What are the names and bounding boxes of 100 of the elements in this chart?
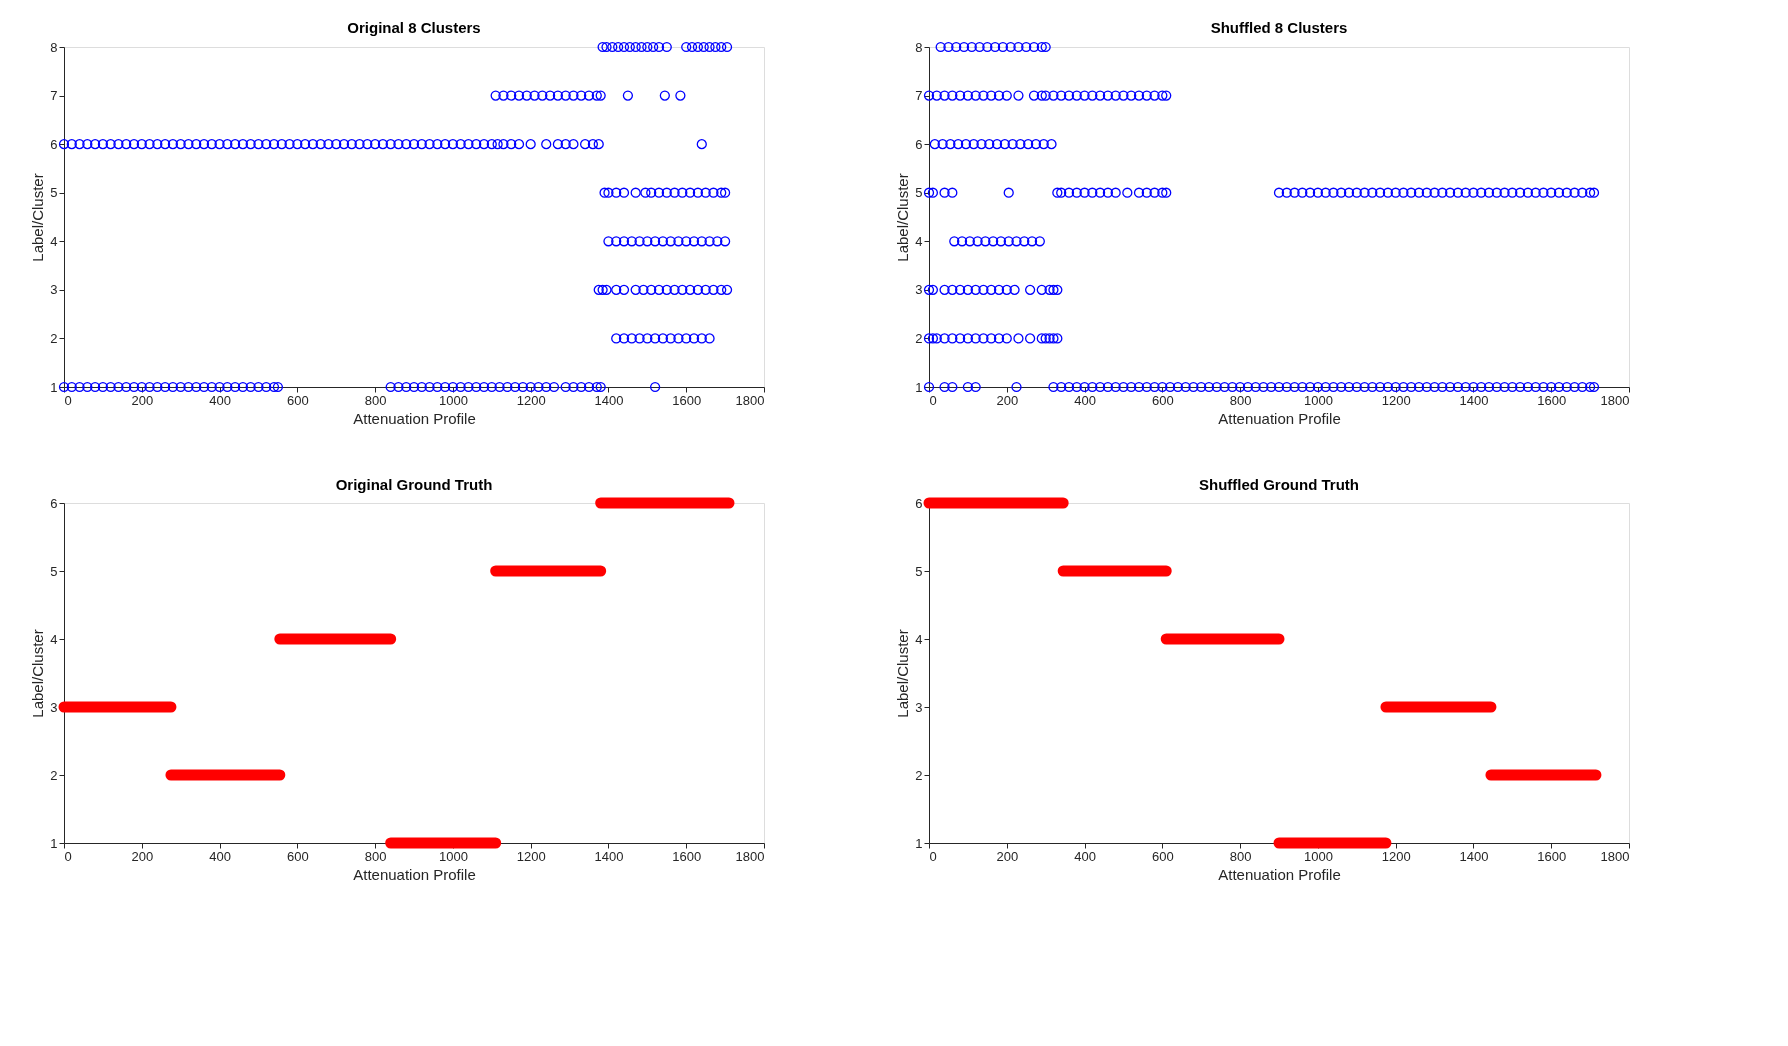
point (997, 41, 1009, 53)
point (636, 41, 647, 53)
y-tick-label: 1 (915, 379, 923, 395)
point (638, 284, 649, 295)
point (947, 333, 958, 344)
point (152, 381, 163, 393)
x-tick-label: 1400 (1459, 848, 1489, 864)
y-tick-label: 8 (915, 39, 923, 55)
point (665, 236, 676, 247)
point (630, 284, 641, 295)
point (506, 90, 517, 101)
x-tick-label: 800 (364, 848, 387, 864)
point (665, 333, 676, 344)
point (1052, 284, 1063, 295)
point (1001, 333, 1012, 344)
point (253, 381, 264, 393)
point (1071, 90, 1082, 101)
point (463, 381, 474, 393)
point (597, 41, 608, 53)
point (698, 41, 709, 53)
point (167, 381, 179, 393)
point (611, 333, 622, 344)
point (943, 41, 954, 53)
point (978, 333, 989, 344)
x-tick-label: 1000 (438, 392, 468, 408)
point (649, 381, 661, 393)
chart-title: Shuffled Ground Truth (1199, 476, 1359, 493)
x-tick-label: 1800 (1600, 392, 1630, 408)
point (601, 284, 612, 295)
point (673, 236, 684, 247)
chart-title: Original 8 Clusters (347, 18, 481, 36)
x-tick-label: 400 (1074, 392, 1096, 408)
point (719, 236, 731, 247)
point (700, 284, 711, 295)
y-tick-label: 2 (50, 330, 58, 346)
point (626, 333, 637, 344)
point (1040, 41, 1051, 53)
point (630, 41, 641, 53)
point (105, 381, 116, 393)
y-axis-title: Label/Cluster (29, 629, 47, 718)
point (1040, 333, 1051, 344)
chart-title: Shuffled 8 Clusters (1210, 18, 1348, 36)
point (986, 284, 997, 295)
point (1030, 139, 1042, 150)
point (653, 41, 665, 53)
point (1036, 41, 1047, 53)
point (618, 41, 630, 53)
x-tick-label: 200 (131, 392, 154, 408)
point (509, 381, 521, 393)
point (1149, 90, 1160, 101)
y-tick-label: 6 (915, 495, 923, 511)
point (657, 333, 669, 344)
point (931, 333, 942, 344)
point (935, 41, 946, 53)
point (576, 90, 587, 101)
point (962, 284, 974, 295)
x-axis-title: Attenuation Profile (1218, 409, 1341, 427)
point (560, 381, 571, 393)
point (692, 187, 704, 198)
point (1028, 41, 1040, 53)
point (611, 284, 622, 295)
y-tick-label: 4 (915, 631, 923, 647)
point (993, 90, 1005, 101)
point (537, 90, 548, 101)
point (653, 187, 665, 198)
point (529, 90, 540, 101)
point (661, 41, 672, 53)
y-tick-label: 5 (915, 185, 923, 201)
point (583, 90, 595, 101)
y-axis-title: Label/Cluster (29, 173, 47, 262)
point (191, 381, 202, 393)
point (1001, 90, 1012, 101)
point (121, 381, 132, 393)
point (931, 90, 942, 101)
point (597, 284, 608, 295)
x-tick-label: 0 (64, 392, 72, 408)
point (681, 333, 692, 344)
y-tick-label: 6 (50, 136, 58, 152)
point (721, 41, 733, 53)
y-tick-label: 4 (50, 631, 58, 647)
point (1034, 236, 1045, 247)
point (603, 187, 614, 198)
chart-title: Original Ground Truth (335, 476, 493, 493)
point (970, 90, 981, 101)
point (1102, 90, 1114, 101)
point (74, 381, 85, 393)
point (183, 381, 194, 393)
point (1001, 284, 1012, 295)
point (653, 284, 665, 295)
point (1019, 236, 1030, 247)
y-tick-label: 6 (915, 136, 923, 152)
point (1013, 90, 1024, 101)
point (1118, 90, 1129, 101)
point (956, 236, 968, 247)
point (958, 41, 970, 53)
point (684, 187, 696, 198)
point (688, 236, 700, 247)
point (471, 381, 482, 393)
point (268, 381, 280, 393)
point (927, 284, 939, 295)
